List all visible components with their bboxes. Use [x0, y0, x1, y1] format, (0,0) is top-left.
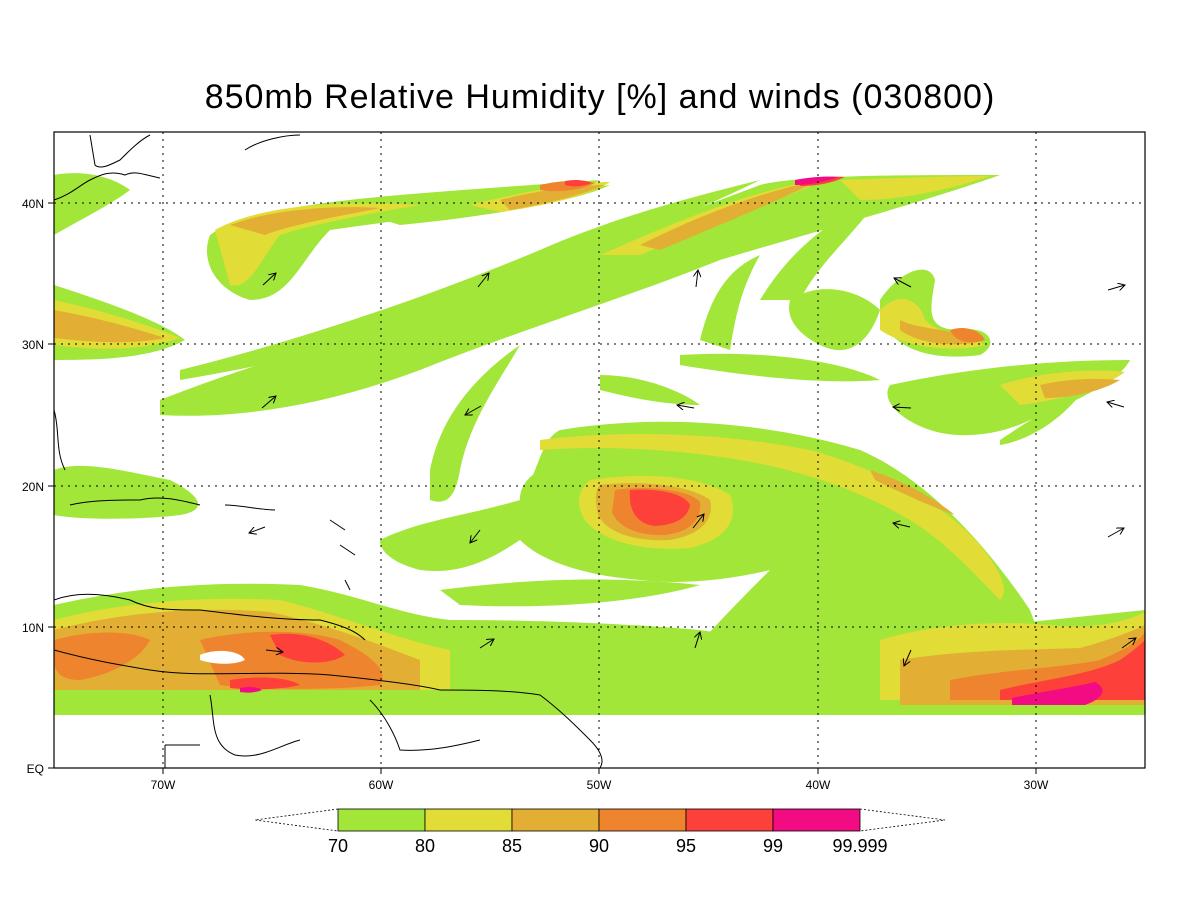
map-title: 850mb Relative Humidity [%] and winds (0… — [204, 78, 996, 116]
wind-arrow — [1107, 528, 1124, 538]
colorbar-label: 99.999 — [832, 836, 887, 856]
humidity-field — [54, 173, 1145, 715]
colorbar-right-extension — [859, 808, 946, 832]
colorbar-swatch — [598, 808, 687, 832]
colorbar-label: 99 — [763, 836, 783, 856]
wind-arrow — [1107, 285, 1125, 290]
grid — [54, 132, 1145, 768]
x-tick-label: 60W — [369, 778, 394, 792]
colorbar-swatch — [511, 808, 600, 832]
coastlines — [54, 134, 603, 768]
colorbar-swatch — [337, 808, 426, 832]
wind-arrow — [265, 650, 283, 652]
x-tick-label: 70W — [151, 778, 176, 792]
y-tick-label: 40N — [22, 197, 44, 211]
wind-arrow — [677, 405, 695, 408]
wind-arrow — [262, 273, 276, 286]
wind-arrow — [477, 273, 489, 288]
wind-arrow — [465, 405, 482, 415]
wind-arrow — [695, 632, 700, 649]
colorbar-left-extension — [254, 808, 339, 832]
colorbar-swatch — [772, 808, 861, 832]
wind-arrow — [1107, 402, 1125, 407]
y-tick-label: 10N — [22, 621, 44, 635]
colorbar-swatch — [424, 808, 513, 832]
wind-arrow — [249, 526, 266, 533]
wind-vectors — [249, 270, 1136, 666]
wind-arrow — [479, 639, 494, 649]
colorbar-label: 90 — [589, 836, 609, 856]
y-tick-label: 20N — [22, 480, 44, 494]
y-tick-label: EQ — [27, 762, 44, 776]
wind-arrow — [261, 396, 276, 409]
colorbar-label: 70 — [328, 836, 348, 856]
y-tick-label: 30N — [22, 338, 44, 352]
colorbar: 70 80 85 90 95 99 99.999 — [254, 808, 946, 856]
x-tick-label: 30W — [1024, 778, 1049, 792]
wind-arrow — [904, 649, 912, 666]
colorbar-swatch — [685, 808, 774, 832]
wind-arrow — [893, 407, 912, 408]
wind-arrow — [894, 278, 912, 288]
wind-arrow — [470, 529, 481, 543]
x-tick-label: 50W — [587, 778, 612, 792]
wind-arrow — [692, 514, 704, 529]
wind-arrow — [893, 523, 911, 527]
x-tick-label: 40W — [806, 778, 831, 792]
colorbar-label: 95 — [676, 836, 696, 856]
wind-arrow — [696, 270, 698, 288]
colorbar-label: 85 — [502, 836, 522, 856]
wind-arrow — [1121, 638, 1136, 649]
colorbar-label: 80 — [415, 836, 435, 856]
